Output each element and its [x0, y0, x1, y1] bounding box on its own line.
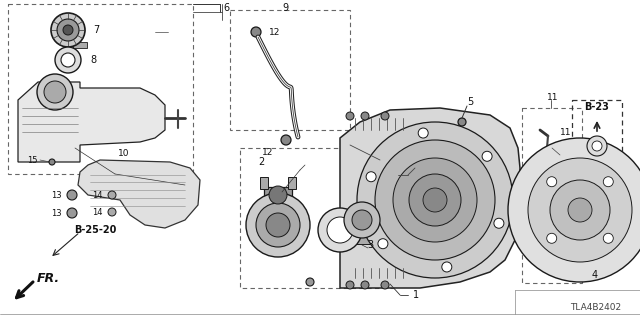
Text: 9: 9 — [282, 3, 288, 13]
Bar — [260, 177, 268, 189]
Text: 7: 7 — [93, 25, 99, 35]
Circle shape — [604, 177, 613, 187]
Text: 12: 12 — [269, 28, 280, 36]
Bar — [230, 10, 350, 130]
Circle shape — [57, 19, 79, 41]
Circle shape — [418, 128, 428, 138]
Bar — [264, 187, 292, 205]
Text: 4: 4 — [592, 270, 598, 280]
Text: B-25-20: B-25-20 — [74, 225, 116, 235]
Circle shape — [281, 135, 291, 145]
Bar — [288, 177, 296, 189]
Circle shape — [375, 140, 495, 260]
Circle shape — [108, 191, 116, 199]
Circle shape — [346, 281, 354, 289]
Bar — [522, 108, 582, 283]
Text: 13: 13 — [51, 190, 62, 199]
Circle shape — [67, 190, 77, 200]
Text: 3: 3 — [367, 240, 373, 250]
Circle shape — [409, 174, 461, 226]
Polygon shape — [340, 108, 520, 288]
Circle shape — [44, 81, 66, 103]
Circle shape — [49, 159, 55, 165]
Bar — [572, 100, 622, 160]
Circle shape — [482, 151, 492, 161]
Circle shape — [378, 239, 388, 249]
Circle shape — [381, 112, 389, 120]
Circle shape — [508, 138, 640, 282]
Text: TLA4B2402: TLA4B2402 — [570, 303, 621, 313]
Text: 11: 11 — [547, 92, 559, 101]
Circle shape — [547, 233, 557, 243]
Circle shape — [352, 210, 372, 230]
Circle shape — [366, 172, 376, 182]
Polygon shape — [18, 82, 165, 162]
Circle shape — [568, 198, 592, 222]
Bar — [8, 4, 193, 174]
Circle shape — [587, 136, 607, 156]
Circle shape — [108, 208, 116, 216]
Text: 15: 15 — [28, 156, 38, 164]
Circle shape — [318, 208, 362, 252]
Text: 8: 8 — [90, 55, 96, 65]
Circle shape — [442, 262, 452, 272]
Bar — [240, 148, 395, 288]
Circle shape — [256, 203, 300, 247]
Circle shape — [604, 233, 613, 243]
Text: 10: 10 — [118, 148, 129, 157]
Circle shape — [458, 118, 466, 126]
Bar — [73, 42, 87, 48]
Circle shape — [423, 188, 447, 212]
Text: B-23: B-23 — [584, 102, 609, 112]
Circle shape — [246, 193, 310, 257]
Circle shape — [550, 180, 610, 240]
Text: 14: 14 — [93, 207, 103, 217]
Text: 12: 12 — [262, 148, 273, 156]
Circle shape — [327, 217, 353, 243]
Text: 13: 13 — [51, 209, 62, 218]
Circle shape — [346, 112, 354, 120]
Text: FR.: FR. — [36, 271, 60, 284]
Text: 14: 14 — [93, 190, 103, 199]
Circle shape — [251, 27, 261, 37]
Text: 11: 11 — [560, 127, 572, 137]
Circle shape — [344, 202, 380, 238]
Circle shape — [528, 158, 632, 262]
Circle shape — [381, 281, 389, 289]
Circle shape — [55, 47, 81, 73]
Circle shape — [494, 218, 504, 228]
Circle shape — [393, 158, 477, 242]
Circle shape — [61, 53, 75, 67]
Text: 2: 2 — [258, 157, 264, 167]
Circle shape — [592, 141, 602, 151]
Circle shape — [63, 25, 73, 35]
Circle shape — [547, 177, 557, 187]
Circle shape — [361, 112, 369, 120]
Circle shape — [269, 186, 287, 204]
Text: 5: 5 — [467, 97, 473, 107]
Circle shape — [51, 13, 85, 47]
Text: 1: 1 — [413, 290, 419, 300]
Circle shape — [361, 281, 369, 289]
Text: 6: 6 — [223, 3, 229, 13]
Circle shape — [266, 213, 290, 237]
Polygon shape — [78, 160, 200, 228]
Circle shape — [357, 122, 513, 278]
Circle shape — [67, 208, 77, 218]
Circle shape — [306, 278, 314, 286]
Bar — [346, 234, 378, 244]
Circle shape — [37, 74, 73, 110]
